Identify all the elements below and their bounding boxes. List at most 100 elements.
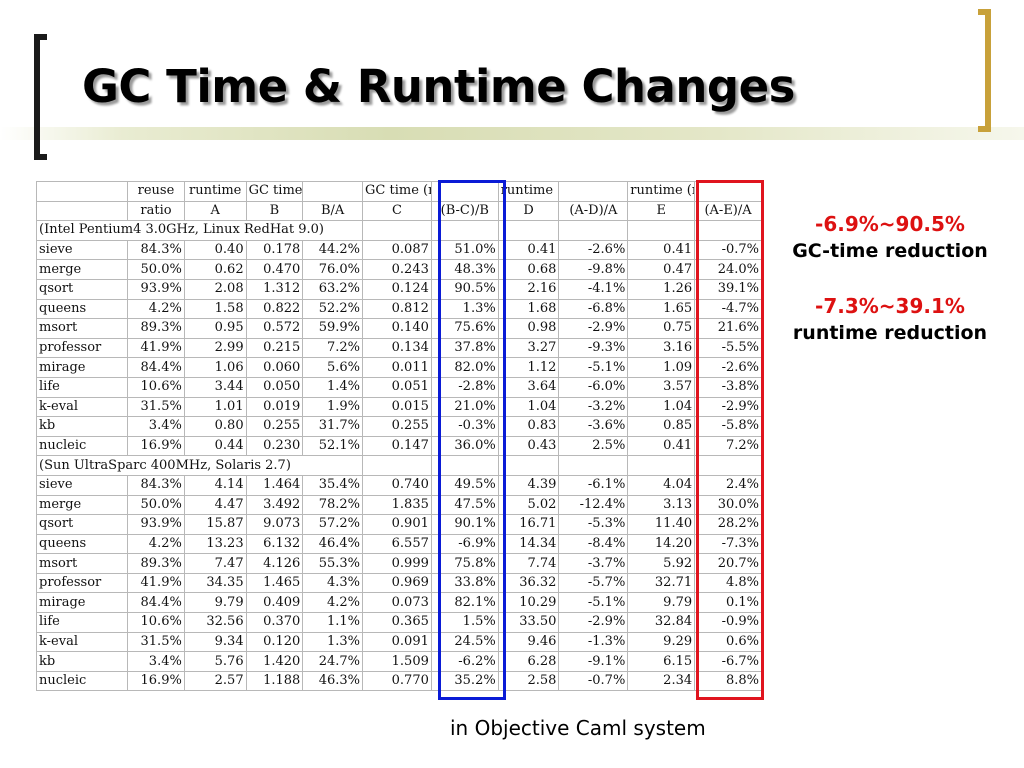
table-cell: 2.58 (497, 670, 560, 692)
table-cell: 2.34 (627, 670, 696, 692)
table-cell: -5.7% (558, 572, 629, 594)
table-cell: 4.04 (627, 474, 696, 496)
table-cell: 6.28 (497, 651, 560, 672)
table-cell: 1.312 (245, 278, 304, 300)
table-cell: 0.134 (362, 337, 432, 359)
table-cell (362, 220, 432, 241)
runtime-reduction-range: -7.3%~39.1% (815, 294, 965, 318)
runtime-reduction-callout: -7.3%~39.1% runtime reduction (772, 294, 1008, 344)
table-cell: 9.46 (497, 631, 560, 653)
table-row: k-eval 31.5% 9.34 0.120 1.3% 0.091 24.5% 9.46 -1… (35, 631, 762, 653)
table-cell: 33.50 (497, 612, 560, 633)
table-cell: 3.57 (627, 376, 696, 398)
table-cell: 2.16 (497, 278, 560, 300)
table-cell: 3.4% (127, 651, 185, 672)
table-header-cell: (B-C)/B (430, 200, 499, 222)
table-header-cell: GC time (245, 181, 304, 202)
table-row: queens 4.2% 1.58 0.822 52.2% 0.812 1.3% 1.68 -6.… (35, 298, 762, 320)
table-row: k-eval 31.5% 1.01 0.019 1.9% 0.015 21.0% 1.04 -3… (35, 396, 762, 418)
table-header-cell: reuse (127, 181, 185, 202)
table-cell: 52.1% (302, 435, 364, 457)
table-cell: -6.0% (558, 376, 629, 398)
table-cell: -6.8% (558, 298, 629, 320)
table-cell: 0.015 (362, 396, 432, 418)
table-cell: 55.3% (302, 553, 364, 574)
table-cell: 0.050 (245, 376, 304, 398)
table-cell: -5.1% (558, 357, 629, 378)
table-cell: 1.5% (430, 612, 499, 633)
table-cell: -4.1% (558, 278, 629, 300)
runtime-reuse-highlight-box (696, 180, 764, 700)
table-cell: 0.019 (245, 396, 304, 418)
table-cell: 1.04 (497, 396, 560, 418)
table-cell: -2.6% (558, 239, 629, 261)
table-cell: 1.835 (362, 494, 432, 516)
table-cell: 7.47 (183, 553, 247, 574)
benchmark-name: merge (35, 494, 129, 516)
table-cell: 1.26 (627, 278, 696, 300)
table-cell: 4.126 (245, 553, 304, 574)
section-label: (Sun UltraSparc 400MHz, Solaris 2.7) (35, 455, 364, 476)
table-cell: 57.2% (302, 514, 364, 535)
table-cell: 30.0% (694, 494, 762, 516)
table-cell: 1.68 (497, 298, 560, 320)
table-cell: 10.6% (127, 376, 185, 398)
section-label: (Intel Pentium4 3.0GHz, Linux RedHat 9.0… (35, 220, 364, 241)
table-cell: 7.2% (302, 337, 364, 359)
table-header-cell (35, 181, 129, 202)
table-header-cell: B/A (302, 200, 364, 222)
table-row: nucleic 16.9% 2.57 1.188 46.3% 0.770 35.2% 2.58… (35, 670, 762, 692)
table-cell: 21.0% (430, 396, 499, 418)
table-cell: 2.57 (183, 670, 247, 692)
table-cell: 37.8% (430, 337, 499, 359)
table-cell: 4.39 (497, 474, 560, 496)
table-cell: 0.011 (362, 357, 432, 378)
table-cell: 0.140 (362, 318, 432, 339)
table-cell: 1.01 (183, 396, 247, 418)
table-cell: 9.79 (627, 592, 696, 614)
table-cell: 1.464 (245, 474, 304, 496)
benchmark-name: queens (35, 298, 129, 320)
table-cell: 1.4% (302, 376, 364, 398)
table-cell: 4.3% (302, 572, 364, 594)
table-header-cell (302, 181, 364, 202)
table-cell: 0.255 (245, 416, 304, 437)
table-cell: 0.255 (362, 416, 432, 437)
table-cell: 5.92 (627, 553, 696, 574)
benchmark-name: sieve (35, 474, 129, 496)
table-cell: 0.087 (362, 239, 432, 261)
benchmark-name: qsort (35, 278, 129, 300)
table-cell: 46.4% (302, 533, 364, 555)
table-cell: 41.9% (127, 572, 185, 594)
table-cell: 0.178 (245, 239, 304, 261)
table-cell: 3.44 (183, 376, 247, 398)
left-bracket-decoration (34, 34, 47, 160)
table-row: professor 41.9% 34.35 1.465 4.3% 0.969 33.8% 36… (35, 572, 762, 594)
table-cell: 1.65 (627, 298, 696, 320)
table-cell: 47.5% (430, 494, 499, 516)
table-cell: 3.16 (627, 337, 696, 359)
table-cell: 0.44 (183, 435, 247, 457)
right-bracket-decoration (978, 9, 991, 132)
table-row: mirage 84.4% 9.79 0.409 4.2% 0.073 82.1% 10.29-… (35, 592, 762, 614)
table-cell: 0.409 (245, 592, 304, 614)
table-row: life 10.6% 32.56 0.370 1.1% 0.365 1.5% 33.50 -2.… (35, 612, 762, 633)
table-cell: 9.073 (245, 514, 304, 535)
table-cell: 59.9% (302, 318, 364, 339)
table-cell: 0.370 (245, 612, 304, 633)
benchmark-name: k-eval (35, 631, 129, 653)
title-underline-bar (0, 127, 1024, 140)
table-row: qsort 93.9% 2.08 1.312 63.2% 0.124 90.5% 2.16 -4… (35, 278, 762, 300)
benchmark-name: nucleic (35, 670, 129, 692)
table-cell: 4.2% (127, 298, 185, 320)
benchmark-name: mirage (35, 592, 129, 614)
table-cell: 1.06 (183, 357, 247, 378)
table-cell: 4.2% (127, 533, 185, 555)
table-cell: 6.15 (627, 651, 696, 672)
table-cell: 31.5% (127, 396, 185, 418)
table-cell: 50.0% (127, 259, 185, 280)
table-cell: 11.40 (627, 514, 696, 535)
table-cell: 0.060 (245, 357, 304, 378)
table-cell: 3.492 (245, 494, 304, 516)
table-cell: 0.470 (245, 259, 304, 280)
